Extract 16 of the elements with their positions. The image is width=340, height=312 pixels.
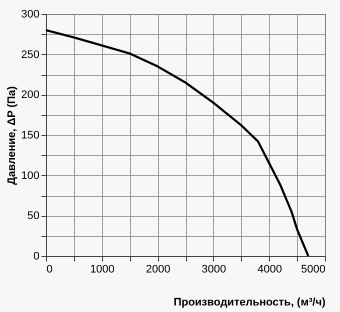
y-tick-label: 150 <box>21 130 40 142</box>
x-tick-label: 3000 <box>202 264 226 276</box>
x-tick-label: 2000 <box>146 264 170 276</box>
y-axis-title: Давление, ΔP (Па) <box>6 86 18 185</box>
x-axis-title: Производительность, (м³/ч) <box>174 296 326 308</box>
x-tick-label: 0 <box>46 264 53 276</box>
y-tick-label: 50 <box>27 210 40 222</box>
x-tick-label: 1000 <box>90 264 115 276</box>
y-tick-label: 0 <box>33 250 40 262</box>
line-series <box>44 29 310 258</box>
y-tick-label: 250 <box>21 48 40 61</box>
y-tick-label: 300 <box>21 8 40 20</box>
x-tick-label: 4000 <box>257 264 282 276</box>
y-tick-label: 100 <box>21 170 40 182</box>
y-tick-label: 200 <box>21 89 40 102</box>
x-tick-label: 5000 <box>301 264 326 276</box>
